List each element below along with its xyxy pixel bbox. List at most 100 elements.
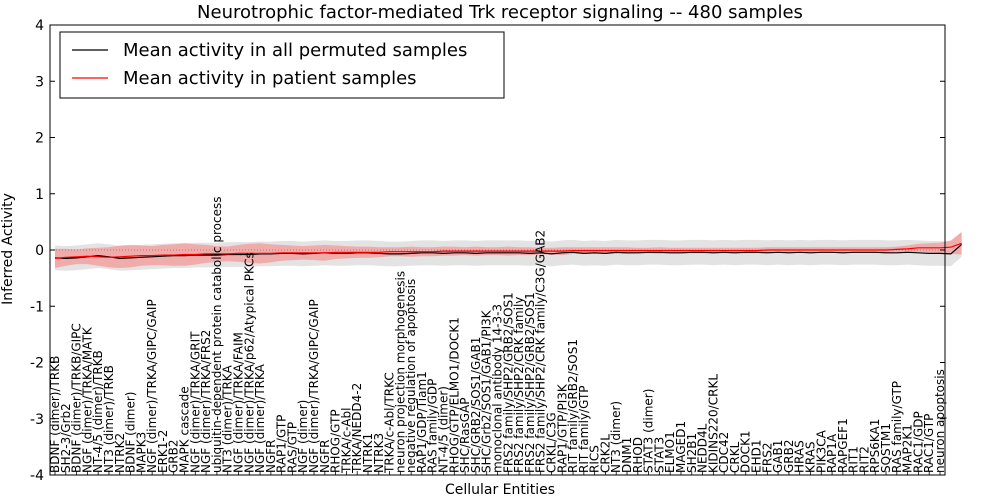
x-tick-label: NTRK3: [372, 433, 386, 473]
y-tick-label: 2: [35, 131, 44, 147]
x-tick-label: TRKA/c-Abl: [339, 408, 353, 474]
series-lines: [54, 242, 962, 260]
x-tick-label: GRB2: [167, 439, 181, 473]
x-tick-label: NT-4/5 (dimer): [437, 386, 451, 473]
x-tick-label: NGF (dimer)/TRKA/GIPC/GAIP: [145, 299, 159, 473]
x-tick-label: GAB1: [771, 440, 785, 473]
y-tick-label: -3: [30, 412, 44, 428]
x-tick-label: TRKA/c-Abl/TRKC: [383, 372, 397, 474]
x-tick-label: NGF (dimer)/TRKA/GRIT: [188, 331, 202, 473]
x-tick-label: DNM1: [620, 437, 634, 473]
plot-frame: [49, 24, 946, 476]
x-tick-label: GRB2: [782, 439, 796, 473]
x-tick-label: RAP1A: [825, 433, 839, 473]
x-tick-label: RAS/GTP: [285, 422, 299, 473]
x-tick-label: BDNF (dimer)/TRKB/GIPC: [70, 323, 84, 473]
x-tick-label: DOCK1: [739, 430, 753, 473]
x-tick-label: NTRK2: [113, 433, 127, 473]
band-patient: [55, 232, 962, 268]
x-tick-label: RAC1/GTP: [922, 414, 936, 473]
x-tick-label: SH2B1: [685, 433, 699, 473]
x-tick-label: KIDINS220/CRKL: [706, 374, 720, 473]
y-tick-label: -2: [30, 356, 44, 372]
x-tick-label: RAC1/GDP: [911, 411, 925, 473]
x-tick-label: NGF (dimer)/TRKA/p62/Atypical PKCs: [242, 252, 256, 473]
x-axis-label: Cellular Entities: [445, 482, 555, 498]
x-tick-label: SHC/GRB2/SOS1/GAB1: [469, 337, 483, 473]
y-tick-label: 3: [35, 74, 44, 90]
x-tick-label: KRAS: [804, 441, 818, 473]
x-tick-label: RAP1/GDP/Tiam1: [415, 371, 429, 473]
x-tick-label: NGF (dimer)/TRKA: [253, 363, 267, 473]
x-tick-label: CRKL/C3G: [545, 412, 559, 473]
x-tick-label: HRAS: [793, 440, 807, 473]
x-tick-label: NGF (dimer)/TRKA/GIPC/GAIP: [307, 299, 321, 473]
x-tick-label: BDNF (dimer)/TRKB: [48, 356, 62, 473]
x-tick-label: STAT3 (dimer): [642, 389, 656, 473]
x-tick-label: RHOG/GTP: [329, 409, 343, 473]
x-tick-label: RIT family/GTP: [577, 385, 591, 473]
x-tick-label: RICS: [588, 445, 602, 473]
y-tick-label: 0: [35, 243, 44, 259]
x-tick-label: FRS2 family/SHP2/CRK family: [512, 297, 526, 473]
x-tick-label: RAS family/GDP: [426, 379, 440, 473]
legend: Mean activity in all permuted samples Me…: [59, 31, 505, 99]
x-tick-label: STAT3: [652, 437, 666, 473]
x-tick-label: ERK1-2: [156, 430, 170, 473]
x-tick-label: NEDD4L: [696, 423, 710, 473]
x-tick-label: NT-4/5 (dimer)/TRKB: [91, 350, 105, 473]
legend-label-patient: Mean activity in patient samples: [123, 68, 417, 89]
x-tick-label: neuron apoptosis: [933, 369, 947, 473]
legend-label-permuted: Mean activity in all permuted samples: [123, 40, 467, 61]
x-tick-label: CDC42: [717, 432, 731, 473]
line-permuted: [54, 243, 962, 260]
x-tick-label: NT3 (dimer): [609, 401, 623, 473]
x-tick-label: ubiquitin-dependent protein catabolic pr…: [210, 197, 224, 473]
x-tick-label: RAPGEF1: [836, 418, 850, 473]
x-tick-label: MAPK cascade: [178, 386, 192, 473]
x-tick-label: PIK3CA: [814, 429, 828, 473]
x-tick-label: NGFR: [318, 439, 332, 473]
x-tick-label: FRS2: [760, 443, 774, 474]
chart-title: Neurotrophic factor-mediated Trk recepto…: [197, 2, 803, 23]
x-tick-label: TRKA/NEDD4-2: [350, 383, 364, 474]
x-tick-label: ELMO1: [663, 431, 677, 473]
x-tick-label: NGF (dimer)/TRKA/MATK: [80, 326, 94, 473]
x-tick-label: RIT family/GRB2/SOS1: [566, 339, 580, 473]
x-tick-label: SHC/Grb2/SOS1/GAB1/PI3K: [480, 309, 494, 473]
x-tick-label: NTRK1: [361, 433, 375, 473]
x-tick-label: NGF (dimer)/TRKA/FAIM: [232, 332, 246, 473]
x-tick-label: BDNF (dimer): [124, 392, 138, 474]
x-tick-label: negative regulation of apoptosis: [404, 279, 418, 473]
x-tick-label: monoclonal antibody 14-3-3: [491, 304, 505, 473]
x-tick-label: NT3 (dimer)/TRKB: [102, 365, 116, 473]
x-tick-label: RAP1/GTP: [275, 415, 289, 473]
y-tick-label: -1: [30, 299, 44, 315]
y-tick-label: 1: [35, 187, 44, 203]
x-tick-label: RIT1: [847, 446, 861, 473]
x-tick-label: MAP2K1: [901, 424, 915, 473]
x-tick-label: MAGED1: [674, 421, 688, 473]
x-tick-label: CRKL: [728, 441, 742, 473]
x-tick-label: SQSTM1: [879, 423, 893, 473]
x-tick-label: FRS2 family/SHP2/GRB2/SOS1: [523, 292, 537, 473]
x-tick-label: RIT2: [858, 446, 872, 473]
x-tick-label: EHD1: [750, 440, 764, 473]
x-tick-label: NGF (dimer)/TRKA/FRS2: [199, 330, 213, 473]
x-tick-label: SH2-3/Grb2: [59, 403, 73, 473]
x-tick-label: FRS2 family/SHP2/CRK family/C3G/GAB2: [534, 230, 548, 473]
line-patient: [54, 242, 962, 259]
legend-box: [59, 31, 505, 99]
x-tick-label: CRK2L: [598, 434, 612, 473]
x-tick-label: NGFR: [264, 439, 278, 473]
x-tick-label: FRS2 family/SHP2/GRB2/SOS1: [501, 292, 515, 473]
y-axis-label: Inferred Activity: [0, 193, 16, 305]
x-tick-label: RHOG/GTP/ELMO1/DOCK1: [447, 317, 461, 473]
x-tick-label: SHC/RasGAP: [458, 398, 472, 474]
y-tick-label: -4: [30, 468, 44, 484]
x-tick-label: MAPK3: [134, 432, 148, 473]
x-tick-label: neuron projection morphogenesis: [393, 271, 407, 473]
x-tick-label: NGF (dimer): [296, 400, 310, 473]
